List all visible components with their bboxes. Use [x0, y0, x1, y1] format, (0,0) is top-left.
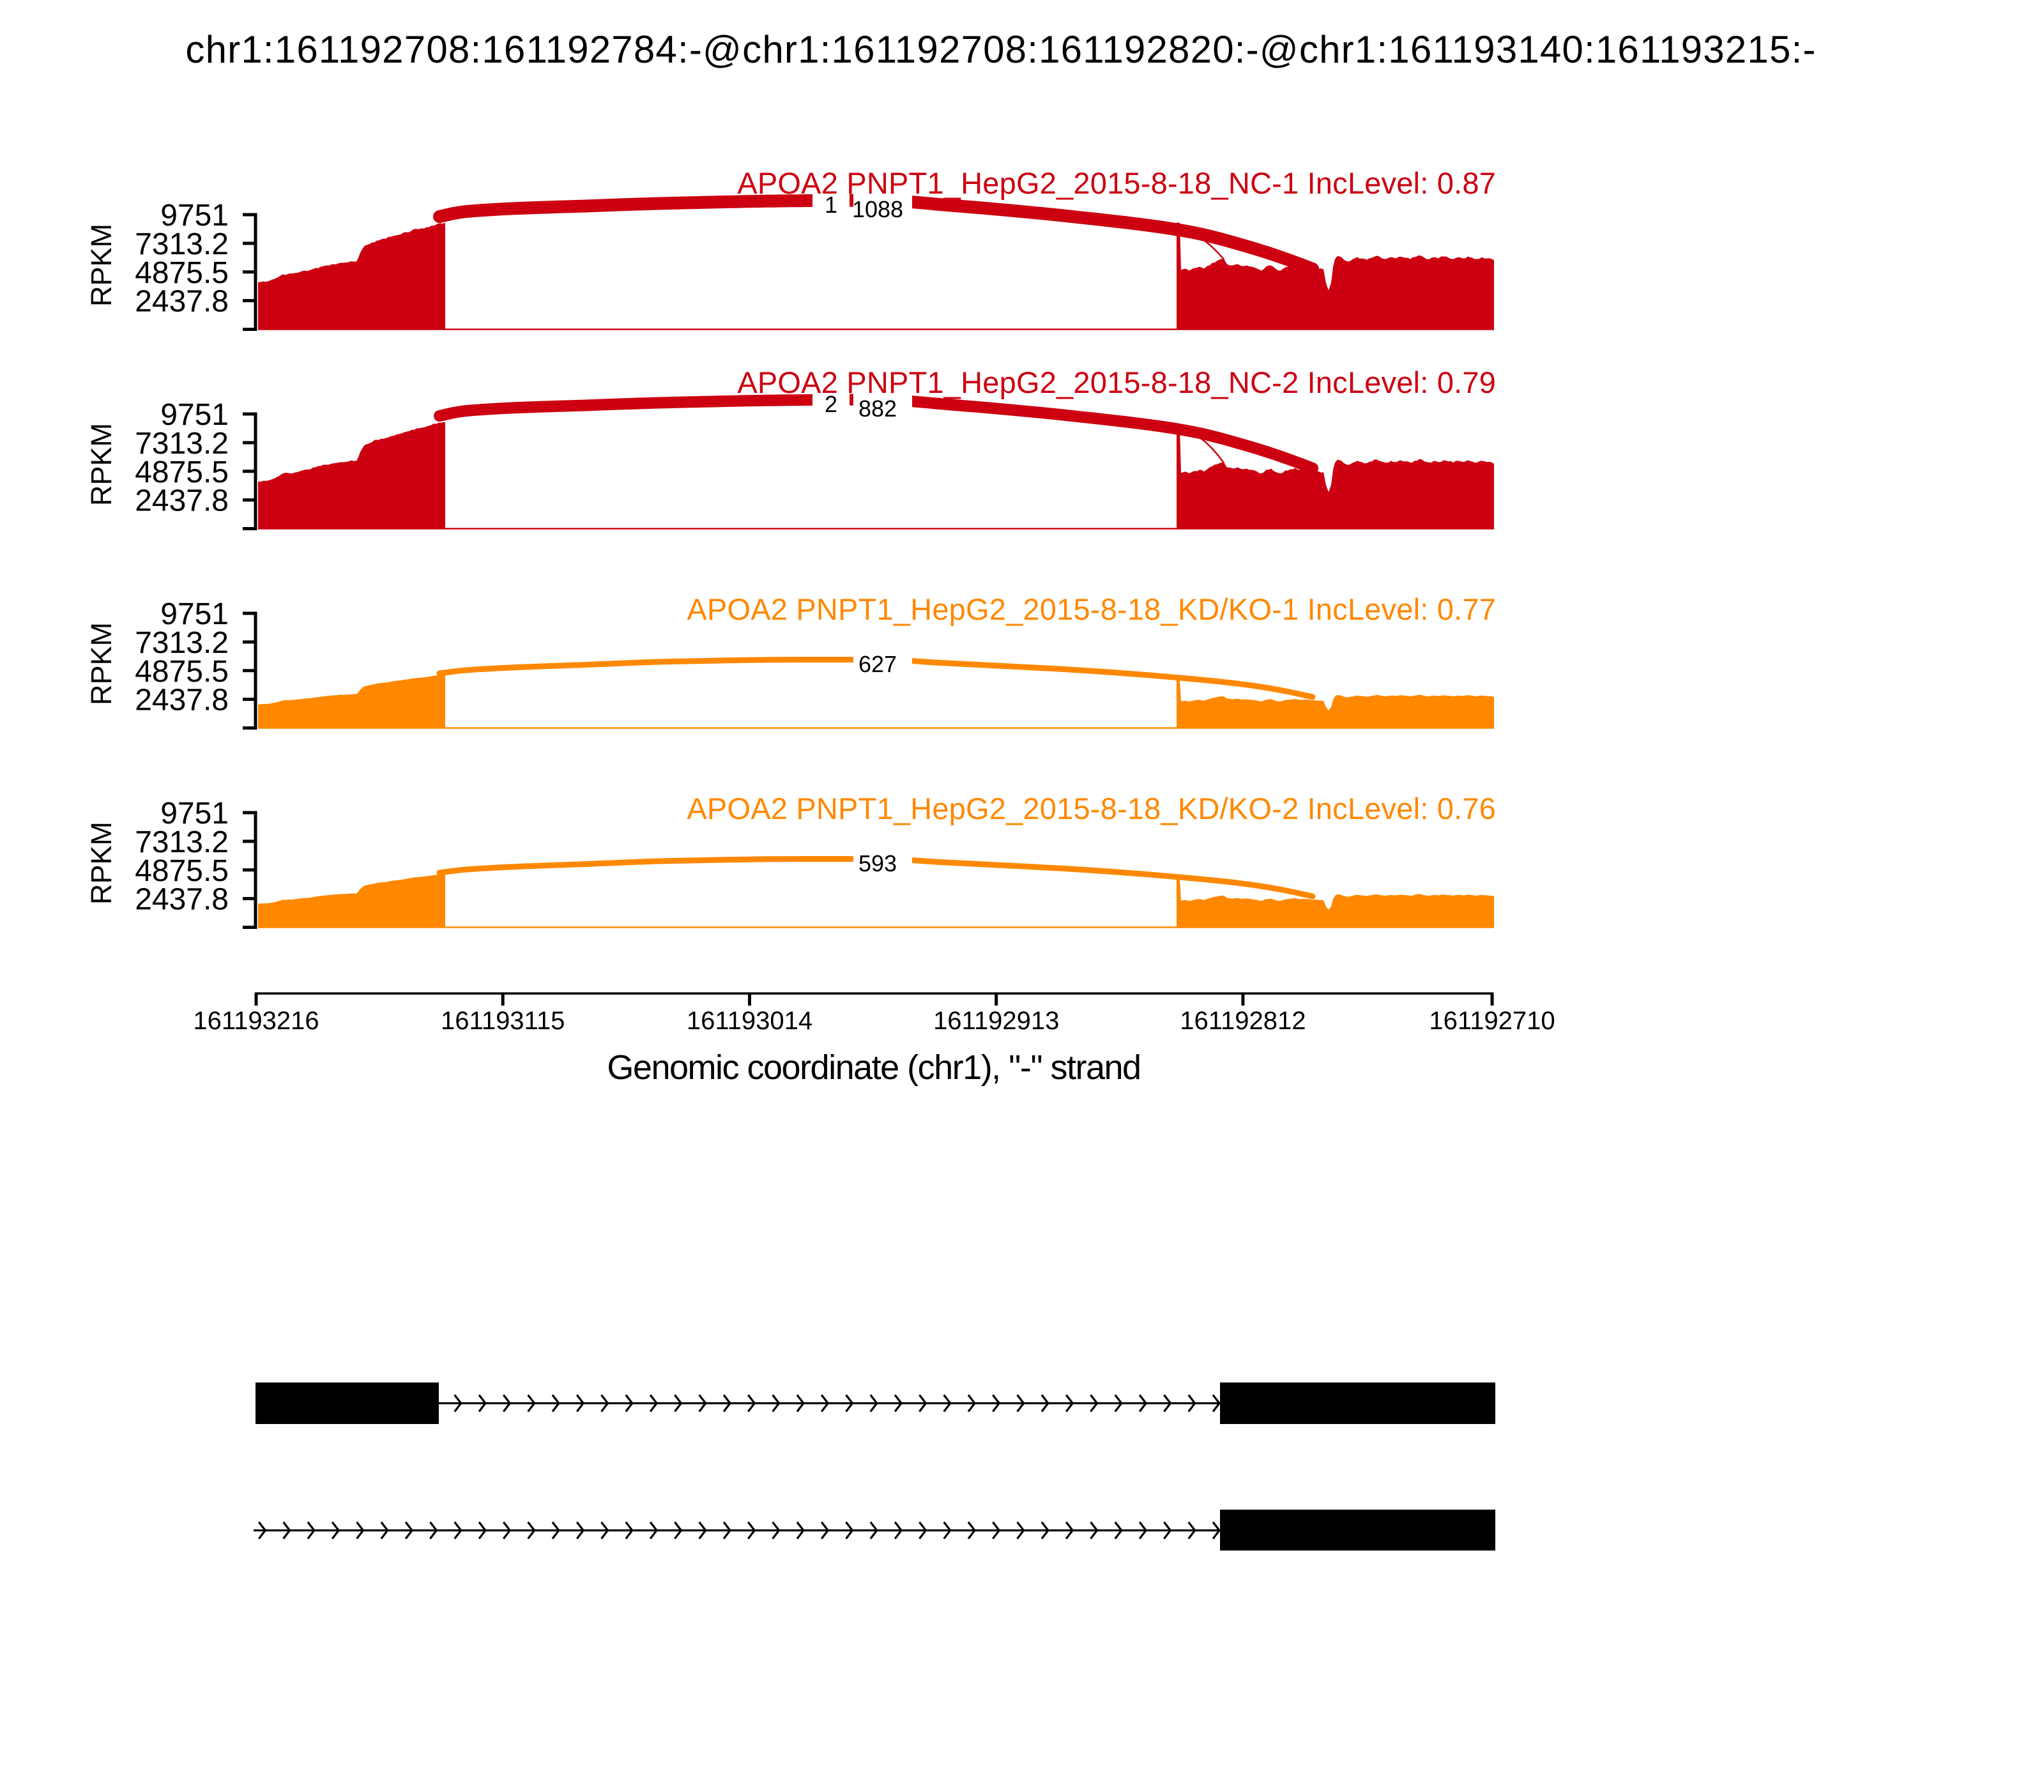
svg-text:882: 882	[858, 395, 897, 422]
svg-text:RPKM: RPKM	[85, 224, 118, 307]
svg-text:4875.5: 4875.5	[135, 854, 229, 888]
svg-text:2: 2	[825, 391, 837, 417]
svg-text:APOA2 PNPT1_HepG2_2015-8-18_KD: APOA2 PNPT1_HepG2_2015-8-18_KD/KO-2 IncL…	[687, 792, 1496, 825]
svg-text:627: 627	[858, 651, 897, 677]
svg-text:7313.2: 7313.2	[135, 626, 229, 660]
svg-text:1088: 1088	[852, 196, 903, 222]
svg-text:161192913: 161192913	[933, 1007, 1059, 1035]
svg-text:161193014: 161193014	[687, 1007, 812, 1035]
svg-text:chr1:161192708:161192784:-@chr: chr1:161192708:161192784:-@chr1:16119270…	[185, 28, 1816, 71]
svg-text:9751: 9751	[160, 199, 229, 233]
svg-text:1: 1	[825, 192, 837, 218]
svg-text:2437.8: 2437.8	[135, 484, 229, 518]
svg-text:RPKM: RPKM	[85, 423, 118, 506]
svg-text:APOA2 PNPT1_HepG2_2015-8-18_NC: APOA2 PNPT1_HepG2_2015-8-18_NC-2 IncLeve…	[737, 365, 1496, 399]
svg-text:4875.5: 4875.5	[135, 456, 229, 489]
svg-text:9751: 9751	[160, 398, 229, 432]
svg-text:161192710: 161192710	[1429, 1007, 1555, 1035]
svg-text:4875.5: 4875.5	[135, 256, 229, 290]
svg-text:RPKM: RPKM	[85, 822, 118, 905]
svg-text:2437.8: 2437.8	[135, 684, 229, 717]
svg-text:APOA2 PNPT1_HepG2_2015-8-18_KD: APOA2 PNPT1_HepG2_2015-8-18_KD/KO-1 IncL…	[687, 592, 1496, 626]
svg-text:7313.2: 7313.2	[135, 427, 229, 461]
svg-text:7313.2: 7313.2	[135, 825, 229, 859]
svg-text:161193115: 161193115	[441, 1007, 565, 1035]
svg-text:Genomic coordinate (chr1), "-": Genomic coordinate (chr1), "-" strand	[607, 1048, 1140, 1087]
svg-text:7313.2: 7313.2	[135, 227, 229, 261]
svg-text:9751: 9751	[160, 597, 229, 631]
svg-text:161193216: 161193216	[193, 1007, 319, 1035]
svg-text:9751: 9751	[160, 797, 229, 831]
svg-text:593: 593	[858, 850, 897, 877]
svg-text:APOA2 PNPT1_HepG2_2015-8-18_NC: APOA2 PNPT1_HepG2_2015-8-18_NC-1 IncLeve…	[737, 166, 1496, 200]
svg-text:161192812: 161192812	[1180, 1007, 1306, 1035]
svg-text:2437.8: 2437.8	[135, 883, 229, 917]
svg-text:2437.8: 2437.8	[135, 285, 229, 319]
svg-text:RPKM: RPKM	[85, 622, 118, 705]
svg-text:4875.5: 4875.5	[135, 655, 229, 689]
